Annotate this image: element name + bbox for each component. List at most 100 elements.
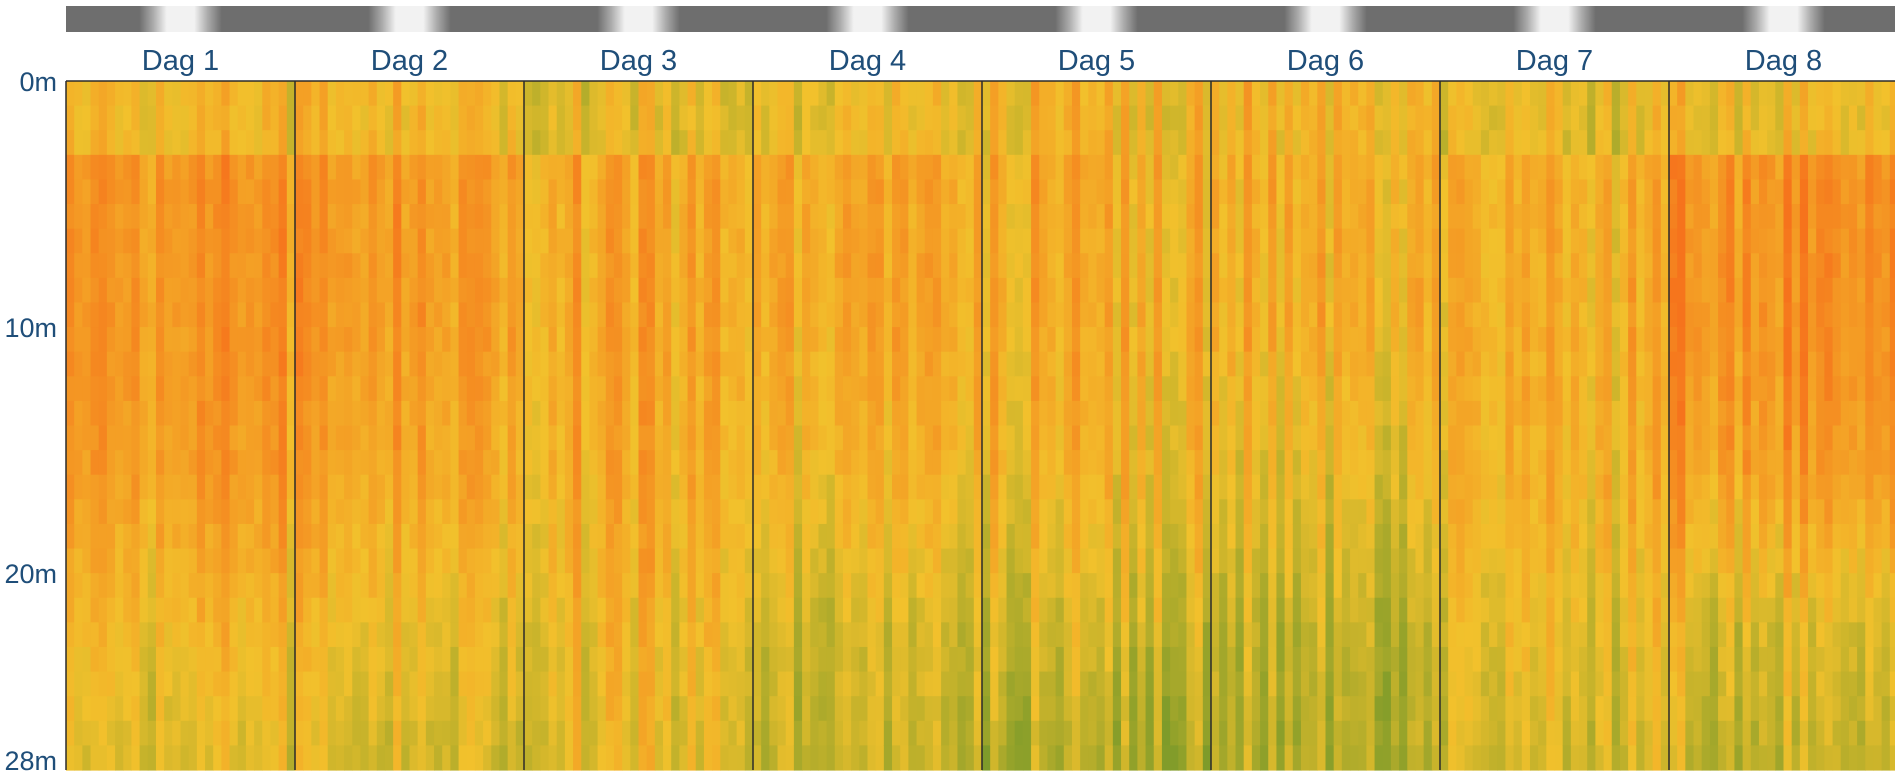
heatmap-cell <box>1202 622 1212 648</box>
heatmap-cell <box>605 154 615 181</box>
heatmap-cell <box>213 646 222 673</box>
heatmap-cell <box>679 548 689 574</box>
heatmap-cell <box>303 720 312 746</box>
day-night-segment <box>524 6 753 32</box>
heatmap-cell <box>1497 573 1507 599</box>
heatmap-cell <box>1497 425 1507 451</box>
heatmap-cell <box>564 376 574 402</box>
heatmap-cell <box>524 351 533 377</box>
heatmap-cell <box>442 105 451 131</box>
heatmap-cell <box>654 696 664 722</box>
heatmap-cell <box>360 720 370 746</box>
heatmap-cell <box>753 130 762 156</box>
heatmap-cell <box>434 499 443 525</box>
heatmap-cell <box>474 573 484 599</box>
heatmap-cell <box>556 474 566 500</box>
heatmap-cell <box>1243 745 1253 771</box>
heatmap-cell <box>1137 597 1147 623</box>
heatmap-cell <box>548 597 558 623</box>
heatmap-cell <box>237 548 247 574</box>
heatmap-cell <box>1104 327 1114 353</box>
heatmap-cell <box>1006 154 1016 181</box>
heatmap-cell <box>957 523 967 550</box>
heatmap-cell <box>1472 253 1482 279</box>
heatmap-cell <box>589 671 599 697</box>
heatmap-cell <box>1260 646 1269 673</box>
heatmap-cell <box>883 204 893 230</box>
heatmap-cell <box>1071 376 1081 402</box>
heatmap-cell <box>188 573 198 599</box>
heatmap-cell <box>499 425 509 451</box>
heatmap-cell <box>638 400 648 427</box>
heatmap-cell <box>785 228 795 254</box>
heatmap-cell <box>352 474 362 500</box>
heatmap-cell <box>1251 130 1261 156</box>
heatmap-cell <box>106 81 116 107</box>
heatmap-cell <box>327 696 337 722</box>
heatmap-cell <box>106 646 116 673</box>
heatmap-cell <box>687 228 697 254</box>
heatmap-cell <box>1423 351 1433 377</box>
heatmap-cell <box>458 327 468 353</box>
heatmap-cell <box>1194 671 1204 697</box>
heatmap-cell <box>303 400 312 427</box>
heatmap-cell <box>368 179 378 205</box>
heatmap-cell <box>1014 302 1024 328</box>
heatmap-cell <box>1063 696 1073 722</box>
heatmap-cell <box>1440 696 1449 722</box>
heatmap-cell <box>548 400 558 427</box>
heatmap-cell <box>368 277 378 304</box>
heatmap-cell <box>327 450 337 476</box>
heatmap-cell <box>352 696 362 722</box>
heatmap-cell <box>769 499 779 525</box>
heatmap-cell <box>1121 277 1130 304</box>
heatmap-cell <box>131 105 141 131</box>
heatmap-cell <box>990 720 999 746</box>
heatmap-cell <box>524 450 533 476</box>
heatmap-cell <box>1505 105 1515 131</box>
heatmap-cell <box>1350 154 1359 181</box>
heatmap-cell <box>188 622 198 648</box>
heatmap-cell <box>728 400 738 427</box>
heatmap-cell <box>540 646 550 673</box>
heatmap-cell <box>753 450 762 476</box>
heatmap-cell <box>106 450 116 476</box>
heatmap-cell <box>630 622 640 648</box>
heatmap-cell <box>1260 450 1269 476</box>
heatmap-cell <box>221 81 231 107</box>
heatmap-cell <box>1292 154 1302 181</box>
heatmap-cell <box>785 597 795 623</box>
heatmap-cell <box>540 81 550 107</box>
heatmap-cell <box>1260 548 1269 574</box>
heatmap-cell <box>1333 573 1343 599</box>
heatmap-cell <box>605 376 615 402</box>
heatmap-cell <box>483 130 492 156</box>
heatmap-cell <box>932 400 942 427</box>
heatmap-cell <box>851 81 860 107</box>
heatmap-cell <box>188 499 198 525</box>
heatmap-cell <box>1055 523 1065 550</box>
heatmap-cell <box>1415 646 1425 673</box>
heatmap-cell <box>1227 425 1237 451</box>
heatmap-cell <box>589 450 599 476</box>
heatmap-cell <box>842 646 852 673</box>
heatmap-cell <box>188 105 198 131</box>
heatmap-cell <box>515 204 525 230</box>
heatmap-cell <box>900 523 909 550</box>
heatmap-cell <box>1047 425 1057 451</box>
heatmap-cell <box>1350 474 1359 500</box>
heatmap-cell <box>1390 105 1400 131</box>
heatmap-cell <box>1031 228 1040 254</box>
heatmap-cell <box>1194 130 1204 156</box>
heatmap-cell <box>139 523 149 550</box>
heatmap-cell <box>777 450 787 476</box>
heatmap-cell <box>237 179 247 205</box>
heatmap-cell <box>695 548 705 574</box>
heatmap-cell <box>1194 450 1204 476</box>
heatmap-cell <box>98 302 108 328</box>
heatmap-cell <box>1251 425 1261 451</box>
heatmap-cell <box>630 474 640 500</box>
heatmap-cell <box>507 81 517 107</box>
heatmap-cell <box>867 228 877 254</box>
heatmap-cell <box>949 228 959 254</box>
